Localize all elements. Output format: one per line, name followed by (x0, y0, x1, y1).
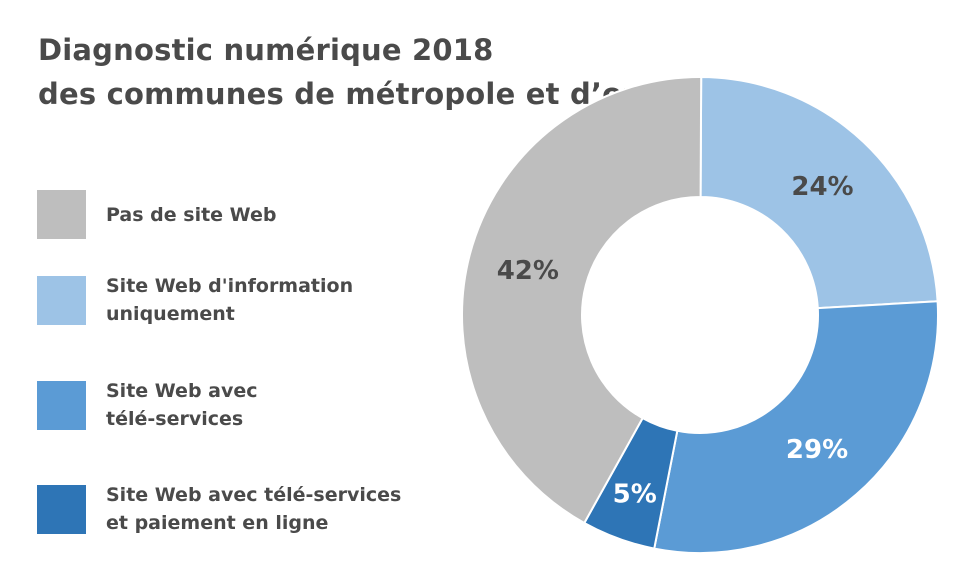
data-label-teleservices: 29% (786, 435, 848, 465)
legend-label-line1: Site Web avec (106, 380, 258, 402)
legend-item-teleservices: Site Web avec télé-services (37, 377, 486, 433)
legend-label-line2: uniquement (106, 303, 235, 325)
legend-label: Site Web avec télé-services et paiement … (106, 481, 486, 537)
legend-swatch (37, 484, 86, 534)
donut-slice-no-website (461, 76, 703, 525)
legend-label-line2: télé-services (106, 408, 244, 430)
legend-label-line1: Pas de site Web (106, 203, 277, 226)
legend-label-line1: Site Web avec télé-services (106, 484, 402, 506)
legend: Pas de site Web Site Web d'information u… (37, 0, 497, 578)
legend-label: Pas de site Web (106, 201, 486, 229)
chart-title-line1: Diagnostic numérique 2018 (38, 33, 494, 67)
legend-item-info-website: Site Web d'information uniquement (37, 272, 486, 328)
legend-label-line2: et paiement en ligne (106, 512, 329, 534)
donut-slice-info-website (699, 75, 939, 310)
legend-label-line1: Site Web d'information (106, 275, 354, 297)
data-label-info-website: 24% (791, 172, 853, 202)
data-label-online-payment: 5% (613, 479, 657, 509)
legend-item-online-payment: Site Web avec télé-services et paiement … (37, 481, 486, 537)
legend-swatch (37, 275, 86, 325)
legend-label: Site Web avec télé-services (106, 377, 486, 433)
legend-swatch (37, 380, 86, 430)
donut-slice-teleservices (653, 300, 939, 554)
legend-item-no-website: Pas de site Web (37, 190, 486, 239)
data-label-no-website: 42% (497, 256, 559, 286)
legend-label: Site Web d'information uniquement (106, 272, 486, 328)
legend-swatch (37, 190, 86, 239)
